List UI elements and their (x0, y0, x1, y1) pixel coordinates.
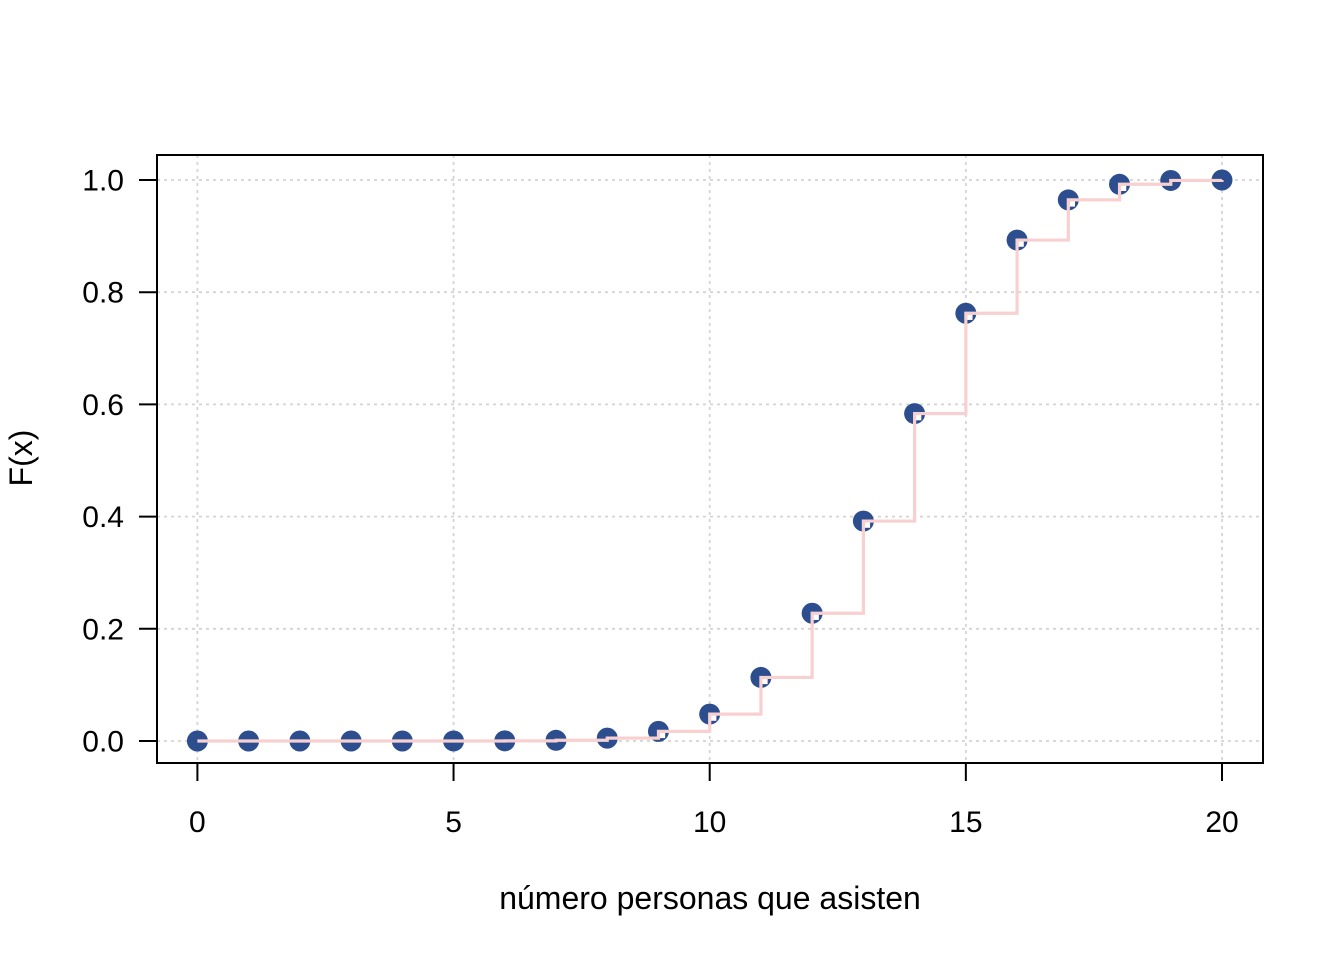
step-corner-notch (864, 522, 871, 528)
step-corner-notch (813, 614, 819, 620)
y-tick-label: 0.8 (82, 277, 124, 310)
y-tick-label: 1.0 (82, 165, 124, 198)
x-tick-label: 5 (445, 806, 462, 839)
step-corner-notch (659, 732, 666, 739)
x-tick-label: 20 (1205, 806, 1238, 839)
x-tick-label: 10 (693, 806, 726, 839)
step-line (197, 178, 1224, 743)
step-corner-notch (1120, 185, 1127, 191)
step-corner-notch (915, 414, 922, 421)
step-corner-notch (1018, 241, 1024, 247)
x-axis-title: número personas que asisten (499, 880, 921, 916)
y-tick-label: 0.0 (82, 726, 124, 759)
step-corner-notch (762, 678, 768, 685)
y-tick-label: 0.4 (82, 501, 124, 534)
y-tick-label: 0.2 (82, 613, 124, 646)
y-tick-label: 0.6 (82, 389, 124, 422)
x-tick-label: 0 (189, 806, 206, 839)
x-tick-label: 15 (949, 806, 982, 839)
y-axis-title: F(x) (3, 430, 39, 487)
step-corner-notch (967, 314, 973, 320)
step-corner-notch (1069, 201, 1076, 207)
step-corner-notch (710, 715, 717, 721)
